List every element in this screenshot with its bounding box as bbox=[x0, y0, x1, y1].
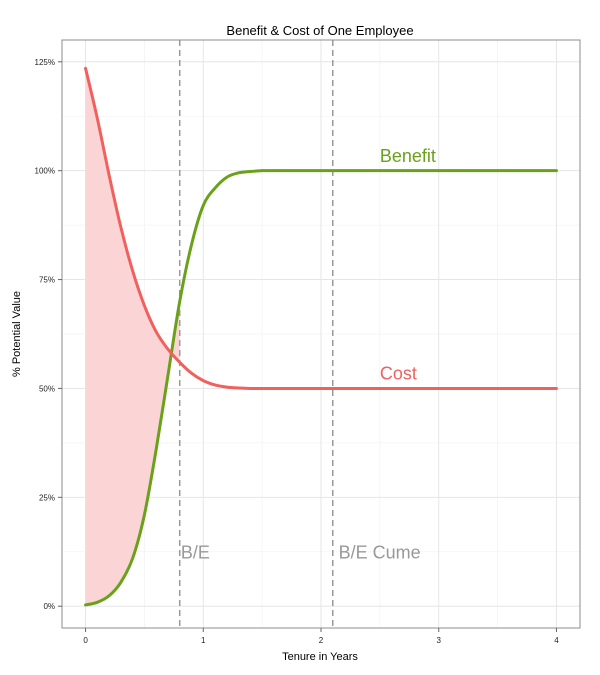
series-line-benefit bbox=[84, 169, 558, 607]
y-tick-label: 50% bbox=[39, 384, 55, 393]
annotation-label: B/E bbox=[181, 542, 210, 562]
x-tick-label: 0 bbox=[83, 636, 88, 645]
y-tick-label: 125% bbox=[35, 58, 55, 67]
annotation-label: Benefit bbox=[380, 146, 436, 166]
plot-area: Benefit Cost B/E B/E Cume 0 1 2 3 4 0% 25% 50% 75% 10… bbox=[35, 39, 581, 645]
x-tick-label: 3 bbox=[437, 636, 442, 645]
y-tick-label: 0% bbox=[43, 602, 55, 611]
x-axis-title: Tenure in Years bbox=[282, 651, 358, 663]
x-tick-label: 4 bbox=[554, 636, 559, 645]
y-tick-label: 75% bbox=[39, 276, 55, 285]
y-tick-label: 100% bbox=[35, 167, 55, 176]
chart-title: Benefit & Cost of One Employee bbox=[226, 23, 413, 38]
annotation-label: B/E Cume bbox=[339, 542, 421, 562]
x-tick-label: 1 bbox=[201, 636, 206, 645]
x-tick-label: 2 bbox=[319, 636, 324, 645]
annotation-label: Cost bbox=[380, 364, 417, 384]
y-tick-label: 25% bbox=[39, 493, 55, 502]
shaded-area bbox=[85, 68, 180, 605]
y-axis-title: % Potential Value bbox=[11, 291, 23, 377]
series-line-cost bbox=[84, 66, 558, 390]
